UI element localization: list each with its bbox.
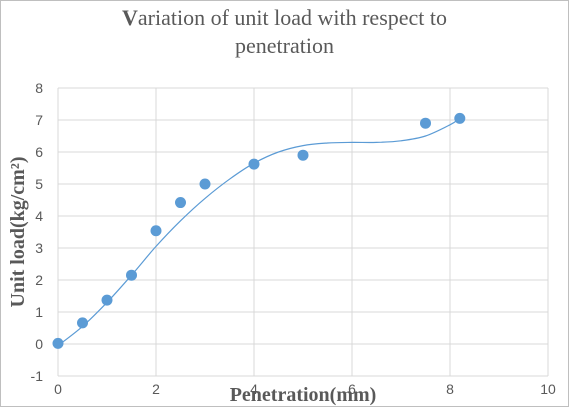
data-point xyxy=(77,317,88,329)
y-tick-label: 5 xyxy=(35,176,43,192)
x-axis-title: Penetration(mm) xyxy=(230,384,377,406)
y-tick-label: 0 xyxy=(35,336,43,352)
data-point xyxy=(150,225,162,237)
data-point xyxy=(126,269,137,281)
chart-title: Variation of unit load with respect to p… xyxy=(0,4,569,60)
y-tick-label: 2 xyxy=(35,272,43,288)
tick-label-layer: -1 0 1 2 3 4 5 6 7 8 0 2 4 6 8 10 xyxy=(31,80,556,397)
data-point xyxy=(175,197,186,209)
point-layer xyxy=(52,112,466,349)
y-tick-label: -1 xyxy=(31,368,44,384)
grid-layer xyxy=(57,87,549,377)
y-tick-label: 6 xyxy=(35,144,43,160)
data-point xyxy=(52,337,64,349)
chart-title-line-1: Variation of unit load with respect to xyxy=(0,4,569,32)
data-point xyxy=(420,117,431,129)
x-tick-label: 8 xyxy=(446,381,454,397)
data-point xyxy=(297,149,309,161)
chart-title-line-2: penetration xyxy=(235,33,334,58)
y-tick-label: 7 xyxy=(35,112,43,128)
x-tick-label: 10 xyxy=(540,381,556,397)
chart-title-rest: ariation of unit load with respect to xyxy=(137,5,448,30)
data-point xyxy=(199,178,211,190)
chart-title-initial: V xyxy=(121,5,138,30)
y-tick-label: 8 xyxy=(35,80,43,96)
data-point xyxy=(248,158,260,170)
y-tick-label: 1 xyxy=(35,304,43,320)
data-point xyxy=(101,294,113,306)
y-tick-label: 3 xyxy=(35,240,43,256)
y-axis-title: Unit load(kg/cm²) xyxy=(7,157,29,308)
x-tick-label: 0 xyxy=(54,381,62,397)
x-tick-label: 4 xyxy=(250,381,258,397)
x-tick-label: 2 xyxy=(152,381,160,397)
data-point xyxy=(454,112,466,124)
y-tick-label: 4 xyxy=(35,208,43,224)
x-tick-label: 6 xyxy=(348,381,356,397)
